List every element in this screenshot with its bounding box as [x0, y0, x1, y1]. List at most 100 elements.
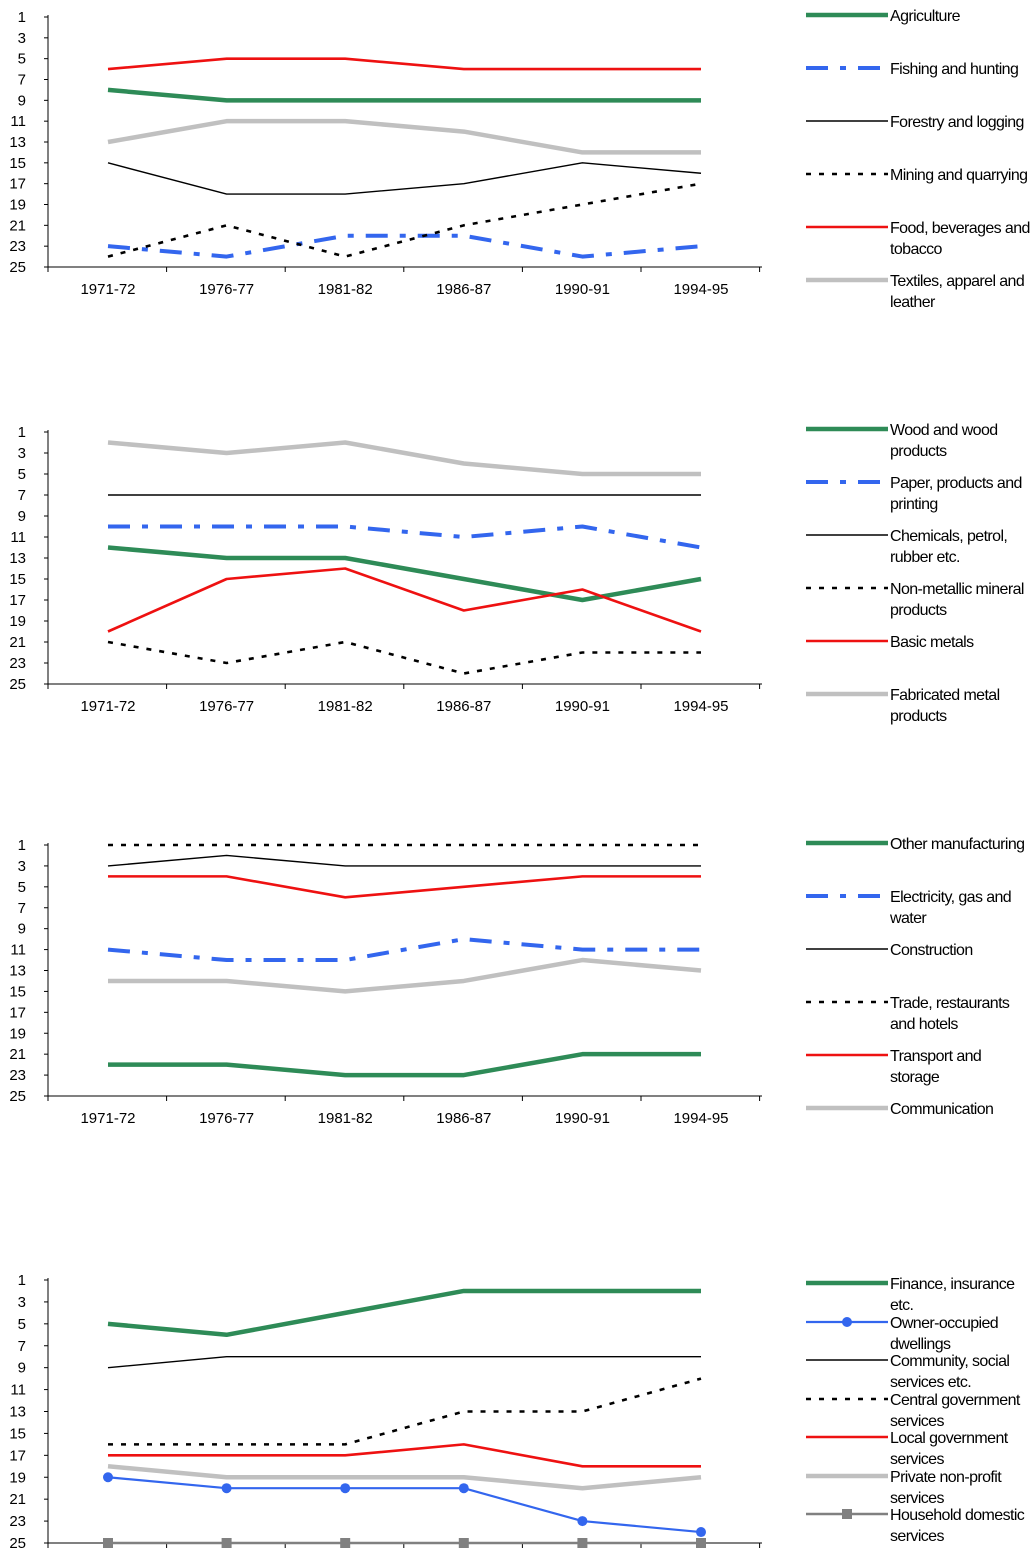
y-tick-label: 25: [9, 1535, 26, 1552]
chart-panel-4: 1357911131517192123251971-721976-771981-…: [9, 1272, 762, 1559]
data-point-marker: [696, 1527, 706, 1538]
series-line-other-manufacturing: [108, 1051, 701, 1078]
series-line-electricity-gas-and-water: [107, 937, 701, 963]
legend-swatch: [806, 1053, 888, 1057]
series-line-fabricated-metal-products: [107, 440, 701, 477]
y-tick-label: 21: [9, 1046, 26, 1063]
y-tick-label: 17: [9, 1004, 26, 1021]
y-tick-label: 13: [9, 963, 26, 980]
legend-label: Trade, restaurants and hotels: [890, 995, 1010, 1033]
legend-label: Construction: [890, 942, 973, 959]
legend-label: Community, social services etc.: [890, 1353, 1010, 1391]
series-line-communication: [108, 957, 702, 994]
y-tick-label: 25: [9, 259, 26, 276]
legend-label: Mining and quarrying: [890, 167, 1028, 184]
y-tick-label: 21: [9, 634, 26, 651]
y-tick-label: 13: [9, 1404, 26, 1421]
series-line-local-government-services: [108, 1443, 701, 1468]
series-line-community-social-services-etc: [107, 1356, 701, 1369]
series-line-agriculture: [107, 87, 701, 103]
legend-swatch: [806, 894, 888, 898]
y-tick-label: 3: [18, 30, 26, 47]
legend-label: Wood and wood products: [890, 422, 998, 460]
x-tick-label: 1971-72: [80, 698, 135, 715]
y-tick-label: 13: [9, 134, 26, 151]
legend-swatch: [806, 480, 888, 484]
series-line-construction: [107, 854, 701, 867]
series-line-non-metallic-mineral-products: [107, 640, 701, 675]
series-line-forestry-and-logging: [107, 162, 702, 195]
legend-swatch: [806, 172, 888, 176]
y-tick-label: 19: [9, 1025, 26, 1042]
y-tick-label: 15: [9, 155, 26, 172]
legend-swatch: [806, 12, 888, 18]
data-point-marker: [340, 1483, 351, 1494]
series-line-basic-metals: [107, 567, 702, 633]
legend-swatch: [806, 277, 888, 283]
legend-label: Agriculture: [890, 8, 960, 25]
legend-swatch: [806, 1397, 888, 1400]
y-tick-label: 3: [18, 1294, 26, 1311]
x-tick-label: 1994-95: [673, 1110, 728, 1127]
y-tick-label: 11: [10, 1382, 26, 1399]
y-tick-label: 1: [18, 424, 26, 441]
data-point-marker: [103, 1538, 113, 1548]
x-tick-label: 1986-87: [436, 281, 491, 298]
x-tick-label: 1976-77: [199, 1110, 254, 1127]
x-tick-label: 1986-87: [436, 698, 491, 715]
y-tick-label: 13: [9, 550, 26, 567]
x-tick-label: 1981-82: [318, 281, 373, 298]
y-tick-label: 1: [18, 837, 26, 854]
x-tick-label: 1990-91: [555, 1557, 610, 1559]
y-tick-label: 1: [18, 9, 26, 26]
y-tick-label: 9: [18, 508, 26, 525]
x-tick-label: 1976-77: [199, 698, 254, 715]
data-point-marker: [103, 1472, 113, 1483]
legend-swatch: [806, 840, 888, 846]
y-tick-label: 21: [9, 1491, 26, 1508]
legend-swatch: [806, 534, 888, 536]
x-tick-label: 1990-91: [555, 698, 610, 715]
x-tick-label: 1971-72: [80, 1557, 135, 1559]
data-point-marker: [458, 1483, 469, 1494]
y-tick-label: 23: [9, 655, 26, 672]
legend-label: Non-metallic mineral products: [890, 581, 1024, 619]
y-tick-label: 19: [9, 1469, 26, 1486]
legend-label: Transport and storage: [890, 1048, 982, 1086]
data-point-marker: [340, 1538, 351, 1548]
series-line-owner-occupied-dwellings: [107, 1476, 702, 1534]
x-tick-label: 1986-87: [436, 1110, 491, 1127]
legend-label: Local government services: [890, 1430, 1008, 1468]
legend-swatch: [806, 1359, 888, 1361]
y-tick-label: 5: [18, 1316, 26, 1333]
y-tick-label: 15: [9, 571, 26, 588]
x-tick-label: 1990-91: [555, 1110, 610, 1127]
legend-label: Fabricated metal products: [890, 687, 1000, 725]
y-tick-label: 15: [9, 1425, 26, 1442]
series-line-textiles-apparel-and-leather: [107, 118, 701, 155]
y-tick-label: 23: [9, 238, 26, 255]
y-tick-label: 1: [18, 1272, 26, 1289]
legend-label: Household domestic services: [890, 1507, 1025, 1545]
legend-swatch: [806, 1435, 888, 1439]
legend-label: Chemicals, petrol, rubber etc.: [890, 528, 1008, 566]
y-tick-label: 11: [10, 529, 26, 546]
legend-swatch: [806, 1280, 888, 1286]
x-tick-label: 1981-82: [318, 1557, 373, 1559]
legend-label: Communication: [890, 1101, 994, 1118]
legend-swatch: [806, 426, 888, 432]
legend-swatch: [806, 225, 888, 229]
legend-label: Finance, insurance etc.: [890, 1276, 1015, 1314]
legend-swatch: [806, 1509, 888, 1519]
x-tick-label: 1981-82: [318, 698, 373, 715]
legend-swatch-marker: [842, 1509, 852, 1519]
series-line-paper-products-and-printing: [108, 524, 702, 550]
series-line-transport-and-storage: [108, 875, 701, 899]
y-tick-label: 7: [18, 900, 26, 917]
x-tick-label: 1981-82: [318, 1110, 373, 1127]
y-tick-label: 17: [9, 592, 26, 609]
y-tick-label: 19: [9, 613, 26, 630]
y-tick-label: 17: [9, 1447, 26, 1464]
data-point-marker: [696, 1538, 706, 1548]
